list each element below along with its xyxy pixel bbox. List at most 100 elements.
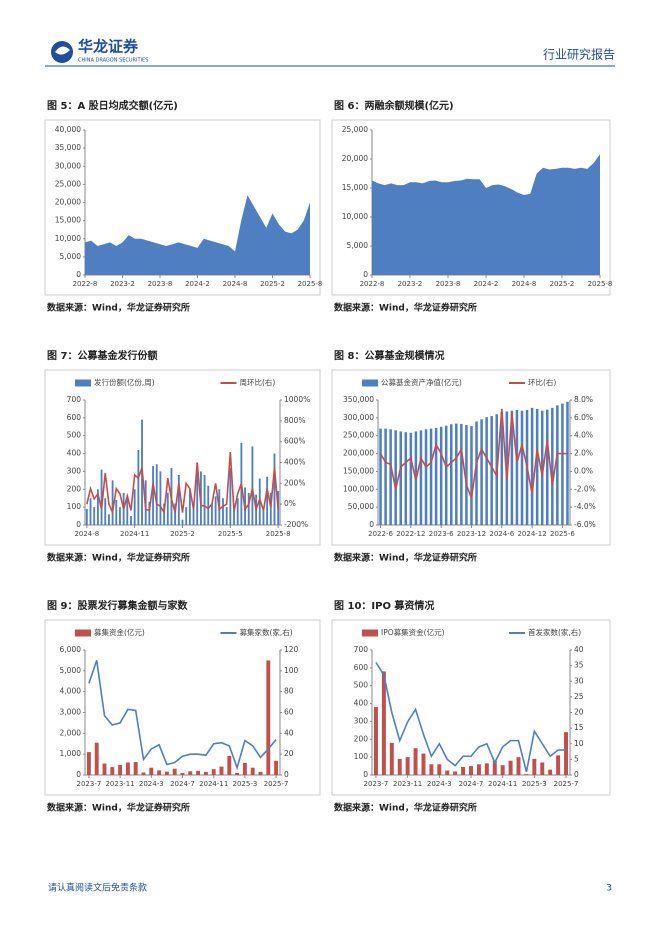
y-tick-label: 150,000 (343, 466, 374, 475)
bar (89, 498, 92, 525)
y-tick-label: 4,000 (60, 687, 82, 696)
chart-frame (44, 619, 321, 796)
y2-tick-label: 20 (574, 708, 584, 717)
y2-tick-label: 4.0% (574, 431, 593, 440)
figure-caption: 图 9：股票发行募集金额与家数 (47, 599, 188, 612)
x-tick-label: 2022-8 (360, 280, 385, 288)
y2-tick-label: 8.0% (574, 395, 593, 404)
bar (460, 423, 463, 525)
bar (157, 770, 162, 775)
bar (262, 507, 265, 525)
figure-caption: 图 5：A 股日均成交额(亿元) (47, 99, 178, 112)
y2-tick-label: 10 (574, 739, 584, 748)
bar (269, 492, 272, 525)
figure-source: 数据来源：Wind，华龙证券研究所 (334, 802, 477, 814)
y-tick-label: 15,000 (342, 183, 368, 192)
y-tick-label: 50,000 (348, 502, 374, 511)
y2-tick-label: -6.0% (574, 520, 596, 529)
y-tick-label: 300 (354, 716, 369, 725)
y-tick-label: 200 (354, 734, 369, 743)
bar (251, 446, 254, 525)
y2-tick-label: 0 (574, 770, 579, 779)
bar (424, 429, 428, 525)
y-tick-label: 500 (354, 681, 369, 690)
y2-tick-label: -4.0% (574, 502, 596, 511)
bar (258, 771, 263, 775)
bar (166, 492, 169, 525)
bar (203, 475, 206, 525)
bar (455, 423, 458, 525)
bar (100, 469, 103, 525)
bar (409, 432, 413, 525)
bar (476, 764, 481, 775)
bar (492, 760, 497, 775)
area (372, 154, 600, 275)
bar (546, 409, 549, 525)
bar (450, 424, 453, 525)
bar (250, 767, 255, 775)
x-tick-label: 2024-11 (488, 780, 517, 788)
bar (130, 516, 132, 525)
bar (437, 764, 442, 775)
bar (148, 501, 151, 525)
y2-tick-label: 40 (574, 645, 584, 654)
y2-tick-label: 2.0% (574, 449, 593, 458)
doc-type: 行业研究报告 (543, 47, 615, 62)
bar (419, 430, 423, 525)
x-tick-label: 2023-7 (77, 780, 102, 788)
x-tick-label: 2024-8 (74, 530, 99, 538)
x-tick-label: 2025-5 (218, 530, 243, 538)
y-tick-label: 2,000 (60, 728, 82, 737)
bar (118, 765, 123, 775)
bar (86, 752, 91, 775)
y-tick-label: 400 (354, 699, 369, 708)
bar (532, 758, 537, 775)
bar (214, 496, 217, 525)
y2-tick-label: 60 (284, 708, 294, 717)
bar (247, 492, 250, 525)
bar (196, 467, 199, 525)
y-tick-label: 35,000 (55, 143, 81, 152)
x-tick-label: 2025-2 (170, 530, 195, 538)
bar (404, 432, 408, 525)
y-tick-label: 40,000 (55, 125, 81, 134)
bar (434, 427, 438, 525)
y-tick-label: 6,000 (60, 645, 82, 654)
line (88, 660, 277, 771)
bar (222, 498, 224, 525)
bar (181, 519, 184, 525)
y2-tick-label: 400% (284, 458, 305, 467)
bar (469, 766, 473, 775)
y-tick-label: 5,000 (60, 666, 82, 675)
bar (540, 762, 545, 775)
y2-tick-label: 15 (574, 723, 584, 732)
bar (115, 500, 118, 525)
bar (188, 489, 191, 525)
bar (164, 771, 169, 775)
x-tick-label: 2024-7 (170, 780, 195, 788)
y2-tick-label: 80 (284, 687, 294, 696)
x-tick-label: 2025-8 (266, 530, 291, 538)
y-tick-label: 20,000 (342, 154, 368, 163)
bar (149, 767, 154, 775)
x-tick-label: 2024-11 (120, 530, 149, 538)
y-tick-label: 25,000 (342, 125, 368, 134)
y2-tick-label: 6.0% (574, 413, 593, 422)
bar (444, 425, 448, 525)
bar (236, 498, 239, 525)
bar (102, 763, 107, 775)
x-tick-label: 2025-8 (588, 280, 613, 288)
bar (561, 403, 564, 525)
disclaimer: 请认真阅读文后免责条款 (48, 882, 147, 894)
x-tick-label: 2023-8 (148, 280, 173, 288)
x-tick-label: 2025-2 (550, 280, 575, 288)
bar (516, 757, 521, 775)
y-tick-label: 0 (76, 770, 81, 779)
y2-tick-label: 200% (284, 478, 305, 487)
figure-source: 数据来源：Wind，华龙证券研究所 (47, 802, 190, 814)
y-tick-label: 300,000 (343, 413, 374, 422)
x-tick-label: 2025-6 (550, 530, 575, 538)
bar (397, 758, 402, 775)
x-tick-label: 2024-6 (489, 530, 514, 538)
y2-tick-label: 20 (284, 749, 294, 758)
